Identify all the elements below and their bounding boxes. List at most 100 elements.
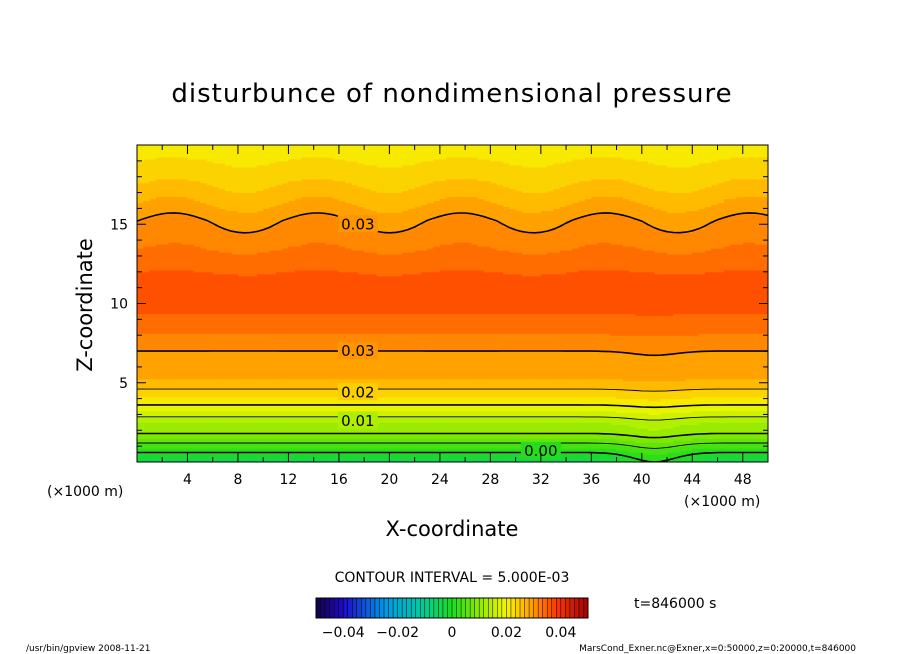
field-cell	[181, 198, 189, 202]
field-cell	[181, 384, 189, 388]
field-cell	[149, 265, 157, 269]
field-cell	[155, 442, 163, 445]
field-cell	[206, 458, 214, 461]
field-cell	[149, 343, 157, 346]
field-cell	[162, 329, 170, 332]
field-cell	[212, 228, 220, 231]
field-cell	[143, 454, 151, 457]
field-cell	[137, 182, 144, 186]
field-cell	[206, 390, 214, 394]
field-cell	[219, 218, 226, 221]
field-cell	[200, 303, 208, 307]
field-cell	[162, 162, 170, 166]
field-cell	[162, 321, 170, 324]
field-cell	[225, 327, 233, 330]
field-cell	[137, 174, 144, 178]
field-cell	[200, 145, 208, 148]
field-cell	[231, 291, 239, 295]
field-cell	[181, 337, 189, 340]
field-cell	[187, 390, 195, 394]
field-cell	[225, 311, 233, 315]
field-cell	[174, 148, 182, 152]
field-cell	[212, 418, 220, 421]
field-cell	[206, 150, 214, 154]
field-cell	[174, 347, 182, 350]
field-cell	[200, 394, 208, 398]
field-cell	[219, 404, 226, 408]
field-cell	[206, 216, 214, 219]
field-cell	[200, 353, 208, 356]
field-cell	[187, 303, 195, 307]
field-cell	[225, 448, 233, 451]
field-cell	[149, 329, 157, 332]
field-cell	[212, 263, 220, 267]
field-cell	[137, 454, 144, 457]
field-cell	[181, 398, 189, 402]
field-cell	[181, 283, 189, 287]
field-cell	[206, 154, 214, 158]
field-cell	[143, 295, 151, 299]
field-cell	[206, 186, 214, 190]
field-cell	[212, 410, 220, 414]
field-cell	[231, 198, 239, 202]
field-cell	[137, 313, 144, 316]
field-cell	[225, 315, 233, 318]
field-cell	[219, 436, 226, 439]
field-cell	[162, 438, 170, 441]
field-cell	[137, 295, 144, 299]
field-cell	[162, 337, 170, 340]
field-cell	[212, 176, 220, 180]
field-cell	[193, 210, 201, 213]
field-cell	[137, 444, 144, 447]
field-cell	[212, 206, 220, 209]
field-cell	[231, 196, 239, 200]
field-cell	[231, 295, 239, 299]
field-cell	[143, 408, 151, 412]
field-cell	[225, 152, 233, 156]
field-cell	[168, 347, 176, 350]
field-cell	[149, 255, 157, 259]
field-cell	[206, 422, 214, 425]
field-cell	[200, 259, 208, 263]
field-cell	[162, 450, 170, 453]
field-cell	[155, 360, 163, 364]
field-cell	[193, 158, 201, 162]
field-cell	[212, 261, 220, 265]
field-cell	[231, 374, 239, 378]
field-cell	[231, 226, 239, 229]
field-cell	[155, 384, 163, 388]
field-cell	[187, 406, 195, 410]
field-cell	[143, 309, 151, 313]
field-cell	[162, 351, 170, 354]
field-cell	[193, 222, 201, 225]
field-cell	[174, 220, 182, 223]
field-cell	[225, 313, 233, 316]
field-cell	[181, 412, 189, 416]
field-cell	[187, 263, 195, 267]
field-cell	[137, 448, 144, 451]
field-cell	[162, 364, 170, 368]
field-cell	[219, 309, 226, 313]
field-cell	[231, 382, 239, 386]
field-cell	[174, 251, 182, 255]
field-cell	[231, 424, 239, 427]
field-cell	[219, 242, 226, 245]
field-cell	[231, 440, 239, 443]
field-cell	[137, 279, 144, 283]
field-cell	[155, 351, 163, 354]
field-cell	[168, 281, 176, 285]
field-cell	[212, 301, 220, 305]
field-cell	[137, 307, 144, 311]
field-cell	[206, 261, 214, 265]
field-cell	[155, 436, 163, 439]
field-cell	[219, 251, 226, 255]
field-cell	[231, 228, 239, 231]
field-cell	[187, 222, 195, 225]
field-cell	[219, 382, 226, 386]
field-cell	[206, 164, 214, 168]
field-cell	[181, 238, 189, 241]
field-cell	[219, 456, 226, 459]
field-cell	[149, 186, 157, 190]
field-cell	[219, 220, 226, 223]
field-cell	[149, 333, 157, 336]
